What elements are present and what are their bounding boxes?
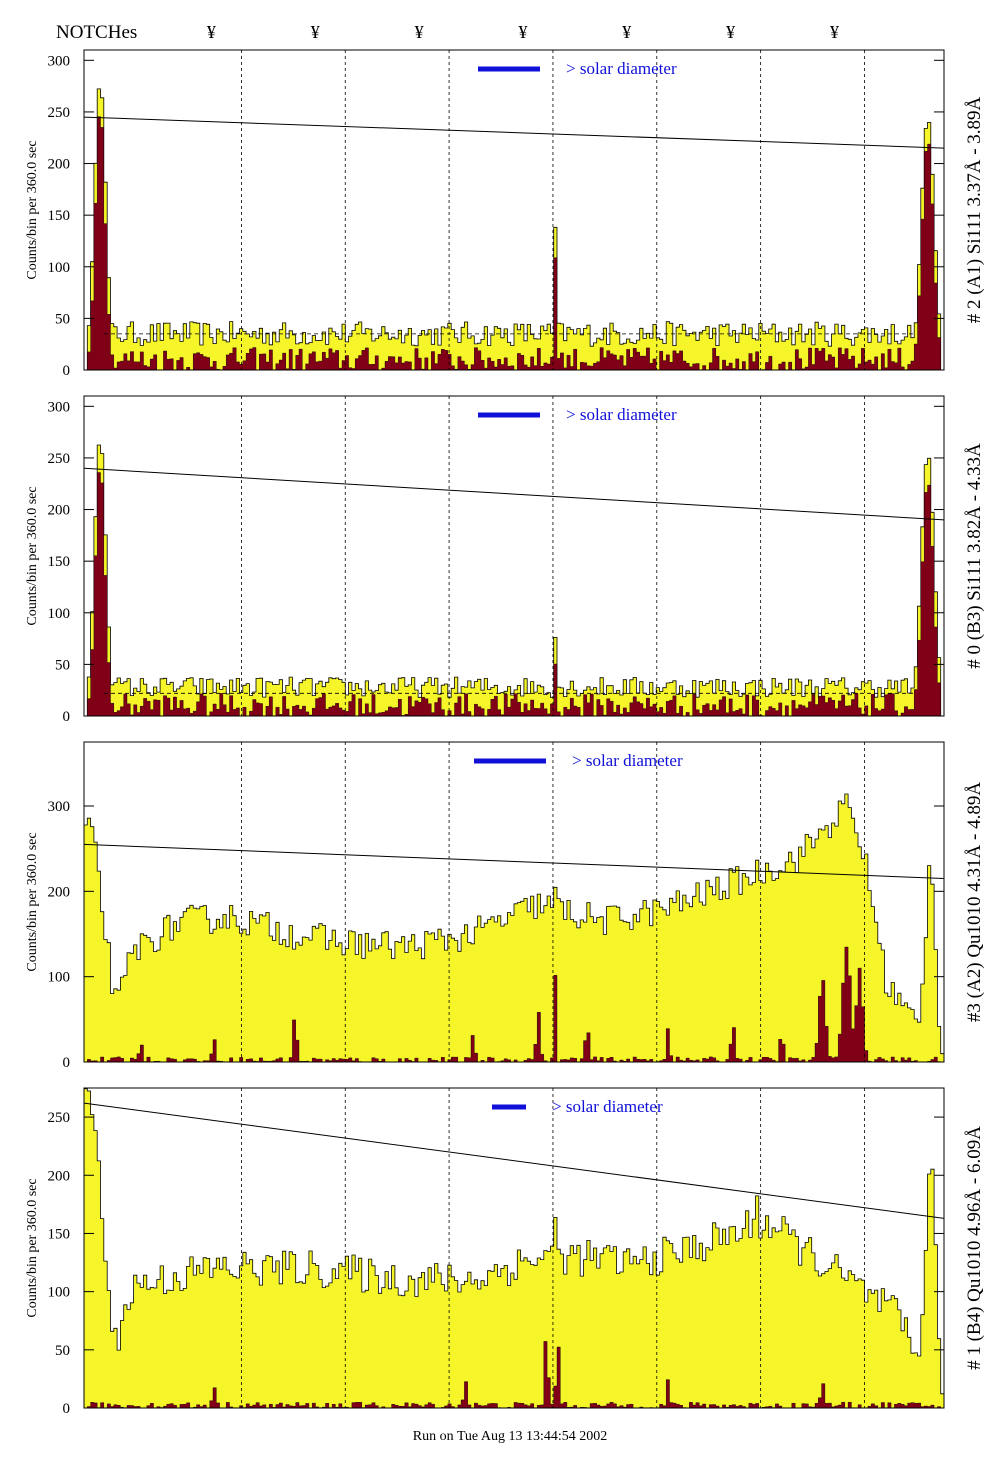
- panel-3: 0 50 100 150 200 250 Counts/bin per 360.0 sec #…: [25, 1087, 985, 1417]
- trend-line: [84, 843, 944, 880]
- notch-marker-3: ¥: [518, 22, 527, 42]
- ytick-label-0: 0: [63, 1401, 71, 1417]
- ytick-label-3: 300: [48, 799, 71, 815]
- panel-title: # 1 (B4) Qu1010 4.96Å - 6.09Å: [964, 1126, 985, 1370]
- panel-0: 0 50 100 150 200 250 300 Counts/bin per 360.0 s…: [25, 49, 985, 379]
- ytick-label-1: 50: [55, 1343, 70, 1359]
- ytick-label-6: 300: [48, 53, 71, 69]
- notch-markers: ¥ ¥ ¥ ¥ ¥ ¥ ¥: [207, 22, 839, 42]
- ytick-label-1: 50: [55, 311, 70, 327]
- ytick-label-2: 100: [48, 260, 71, 276]
- ytick-label-0: 0: [63, 363, 71, 379]
- ytick-label-4: 200: [48, 157, 71, 173]
- notch-marker-2: ¥: [415, 22, 424, 42]
- axes-frame: [83, 741, 945, 1063]
- panel-2: 0 100 200 300 Counts/bin per 360.0 sec #3 (A2…: [25, 741, 985, 1071]
- ytick-label-2: 100: [48, 606, 71, 622]
- plot-area: [84, 1088, 944, 1408]
- histogram-counts: [84, 88, 944, 370]
- ytick-label-2: 100: [48, 1285, 71, 1301]
- chart-panels: 0 50 100 150 200 250 300 Counts/bin per 360.0 s…: [25, 49, 985, 1417]
- ytick-label-0: 0: [63, 709, 71, 725]
- panel-title: #3 (A2) Qu1010 4.31Å - 4.89Å: [964, 782, 985, 1022]
- ytick-label-0: 0: [63, 1055, 71, 1071]
- y-axis-label: Counts/bin per 360.0 sec: [25, 832, 40, 971]
- legend-label: > solar diameter: [566, 405, 677, 424]
- histogram-background: [84, 116, 944, 370]
- histogram-background: [84, 1341, 944, 1408]
- legend-label: > solar diameter: [572, 751, 683, 770]
- legend-label: > solar diameter: [566, 59, 677, 78]
- axes-frame: [83, 395, 945, 717]
- histogram-counts: [84, 793, 944, 1062]
- ytick-label-5: 250: [48, 451, 71, 467]
- run-timestamp: Run on Tue Aug 13 13:44:54 2002: [413, 1429, 607, 1444]
- ytick-label-3: 150: [48, 554, 71, 570]
- y-axis-label: Counts/bin per 360.0 sec: [25, 1178, 40, 1317]
- ytick-label-3: 150: [48, 1226, 71, 1242]
- plot-area: [84, 396, 944, 716]
- plot-area: [84, 742, 944, 1062]
- panel-1: 0 50 100 150 200 250 300 Counts/bin per 360.0 s…: [25, 395, 985, 725]
- trend-line: [84, 116, 944, 149]
- ytick-label-5: 250: [48, 1110, 71, 1126]
- notches-label: NOTCHes: [56, 22, 137, 43]
- trend-line: [84, 1102, 944, 1219]
- ytick-label-1: 100: [48, 970, 71, 986]
- plot-area: [84, 50, 944, 370]
- ytick-label-2: 200: [48, 884, 71, 900]
- trend-line: [84, 467, 944, 521]
- ytick-label-4: 200: [48, 1168, 71, 1184]
- ytick-label-4: 200: [48, 503, 71, 519]
- panel-title: # 0 (B3) Si111 3.82Å - 4.33Å: [964, 443, 985, 669]
- panel-title: # 2 (A1) Si111 3.37Å - 3.89Å: [964, 96, 985, 323]
- legend-label: > solar diameter: [552, 1097, 663, 1116]
- notch-marker-4: ¥: [622, 22, 631, 42]
- notch-marker-6: ¥: [830, 22, 839, 42]
- ytick-label-5: 250: [48, 105, 71, 121]
- ytick-label-3: 150: [48, 208, 71, 224]
- notch-marker-0: ¥: [207, 22, 216, 42]
- y-axis-label: Counts/bin per 360.0 sec: [25, 140, 40, 279]
- histogram-counts: [84, 444, 944, 716]
- y-axis-label: Counts/bin per 360.0 sec: [25, 486, 40, 625]
- histogram-counts: [84, 1088, 944, 1408]
- axes-frame: [83, 49, 945, 371]
- notch-marker-5: ¥: [726, 22, 735, 42]
- ytick-label-6: 300: [48, 399, 71, 415]
- axes-frame: [83, 1087, 945, 1409]
- ytick-label-1: 50: [55, 657, 70, 673]
- notch-marker-1: ¥: [311, 22, 320, 42]
